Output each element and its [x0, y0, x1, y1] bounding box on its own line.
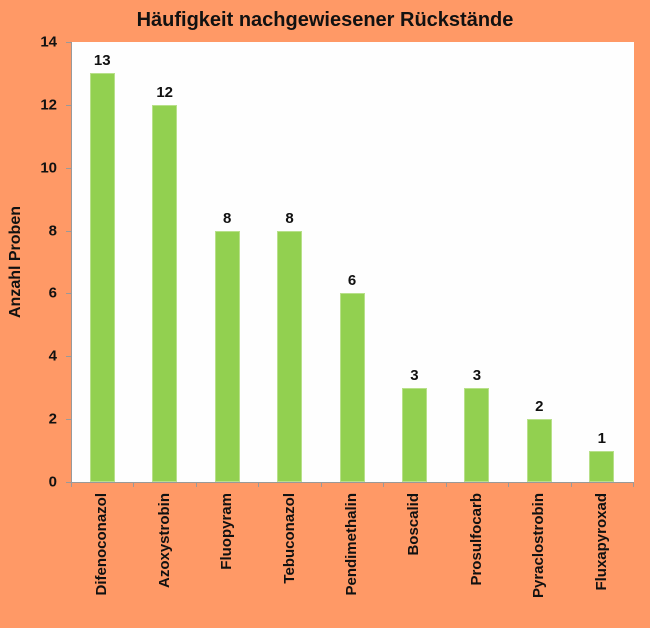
data-label: 8 — [222, 209, 232, 227]
chart-title: Häufigkeit nachgewiesener Rückstände — [136, 9, 514, 31]
bar-difenoconazol — [89, 73, 115, 482]
x-tick-label: Difenoconazol — [93, 493, 111, 596]
x-tick-mark — [320, 482, 322, 487]
data-label: 12 — [156, 83, 173, 101]
x-tick-mark — [195, 482, 197, 487]
x-tick-mark — [570, 482, 572, 487]
y-tick-label: 4 — [48, 347, 57, 365]
data-label: 8 — [285, 209, 294, 227]
y-tick-mark — [66, 419, 71, 421]
data-label: 3 — [472, 366, 482, 384]
data-label: 3 — [410, 366, 419, 384]
data-label: 2 — [535, 398, 544, 416]
y-tick-mark — [66, 356, 71, 358]
x-tick-mark — [383, 482, 385, 487]
bar-pendimethalin — [339, 293, 365, 482]
y-tick-mark — [66, 42, 71, 43]
y-axis-label: Anzahl Proben — [7, 205, 24, 319]
data-label: 6 — [347, 272, 357, 290]
x-tick-label: Pendimethalin — [343, 493, 360, 596]
x-tick-label: Fluxapyroxad — [592, 493, 610, 591]
y-tick-mark — [66, 293, 71, 295]
y-tick-label: 6 — [48, 284, 57, 302]
y-tick-mark — [66, 230, 71, 232]
x-tick-label: Pyraclostrobin — [530, 493, 548, 599]
y-tick-mark — [66, 167, 71, 169]
y-tick-label: 8 — [48, 222, 57, 240]
data-label: 1 — [597, 429, 606, 447]
x-tick-mark — [633, 482, 634, 487]
y-tick-label: 14 — [40, 33, 57, 51]
bar-fluopyram — [214, 230, 240, 482]
x-tick-mark — [258, 482, 260, 487]
y-tick-label: 12 — [40, 96, 57, 114]
bar-boscalid — [401, 387, 427, 482]
x-tick-mark — [508, 482, 510, 487]
x-tick-mark — [133, 482, 135, 487]
x-tick-label: Azoxystrobin — [155, 493, 173, 589]
y-tick-label: 10 — [40, 159, 57, 177]
x-tick-label: Tebuconazol — [280, 493, 298, 584]
x-tick-mark — [71, 482, 72, 487]
data-label: 13 — [93, 52, 111, 70]
bar-pyraclostrobin — [526, 419, 552, 482]
x-tick-label: Prosulfocarb — [467, 493, 485, 586]
y-tick-label: 0 — [48, 473, 57, 491]
bar-azoxystrobin — [152, 104, 178, 482]
y-tick-mark — [66, 104, 71, 106]
x-tick-mark — [445, 482, 447, 487]
x-tick-label: Fluopyram — [218, 493, 236, 570]
x-tick-label: Boscalid — [405, 493, 423, 556]
bar-tebuconazol — [277, 230, 303, 482]
bar-prosulfocarb — [464, 387, 490, 482]
y-tick-label: 2 — [48, 410, 57, 428]
bar-fluxapyroxad — [589, 450, 615, 482]
y-tick-mark — [66, 482, 71, 483]
